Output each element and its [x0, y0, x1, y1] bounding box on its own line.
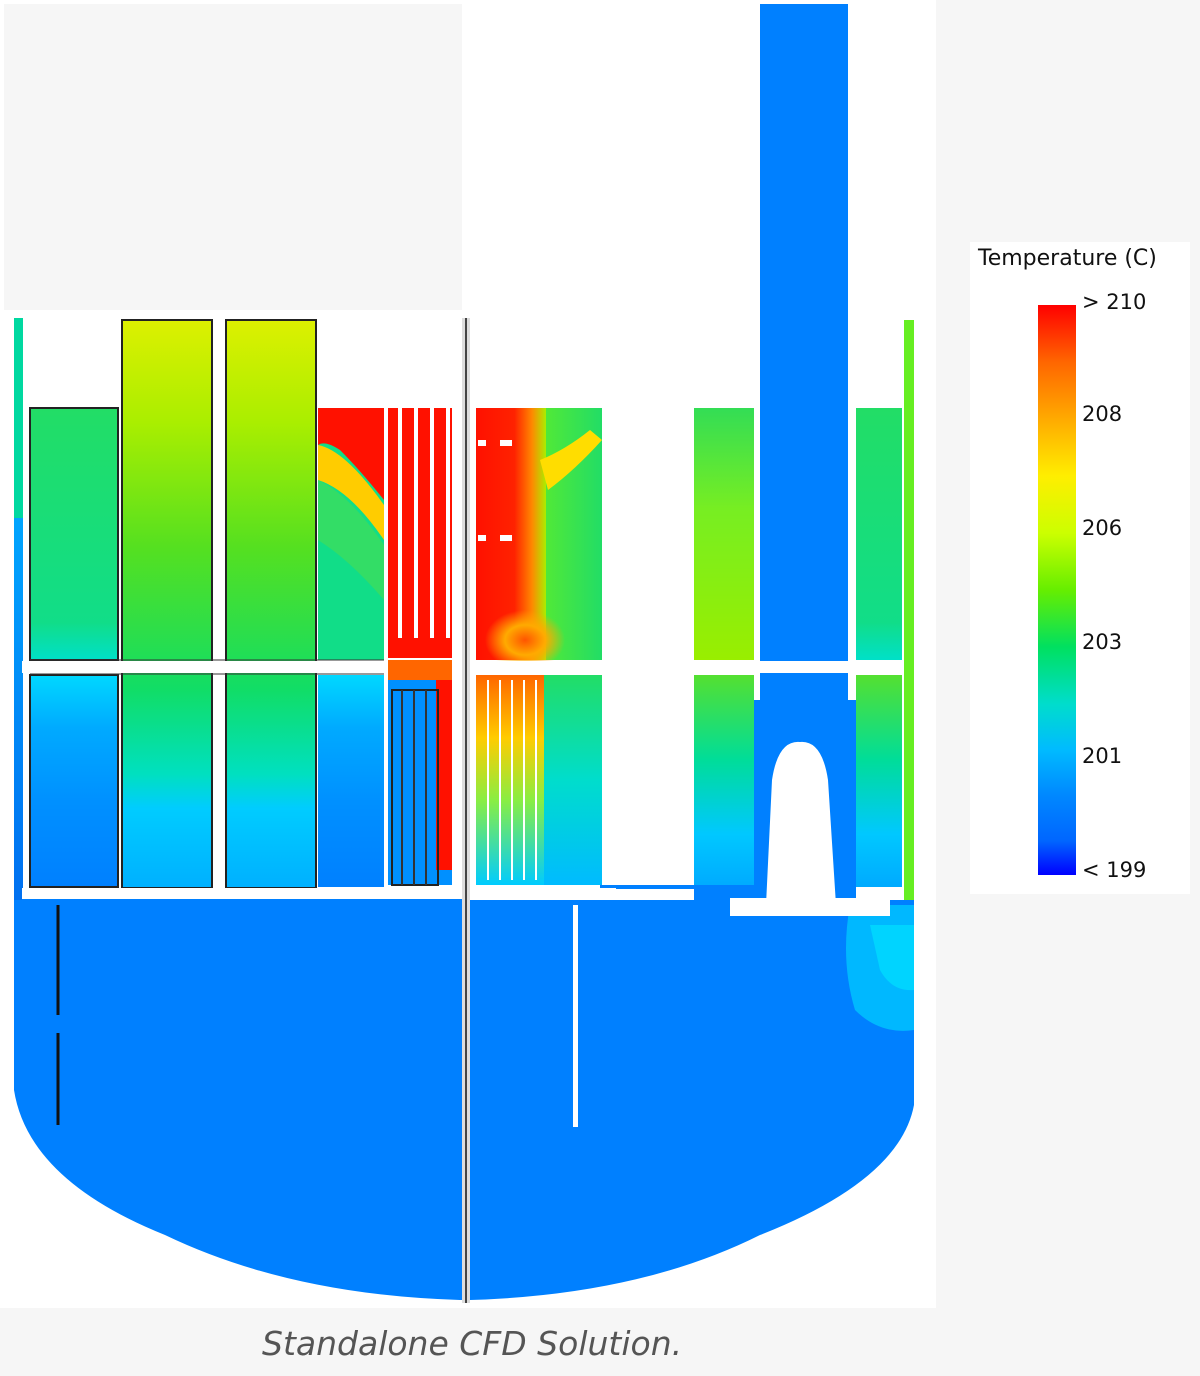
legend-tick-max: > 210 — [1082, 290, 1146, 314]
legend-panel — [970, 242, 1190, 894]
figure-caption: Standalone CFD Solution. — [262, 1324, 682, 1363]
legend-tick-201: 201 — [1082, 744, 1122, 768]
legend-tick-206: 206 — [1082, 516, 1122, 540]
legend-tick-min: < 199 — [1082, 858, 1146, 882]
legend-colorbar — [1038, 305, 1076, 875]
legend-tick-208: 208 — [1082, 402, 1122, 426]
legend-tick-203: 203 — [1082, 630, 1122, 654]
legend-title: Temperature (C) — [978, 246, 1157, 271]
